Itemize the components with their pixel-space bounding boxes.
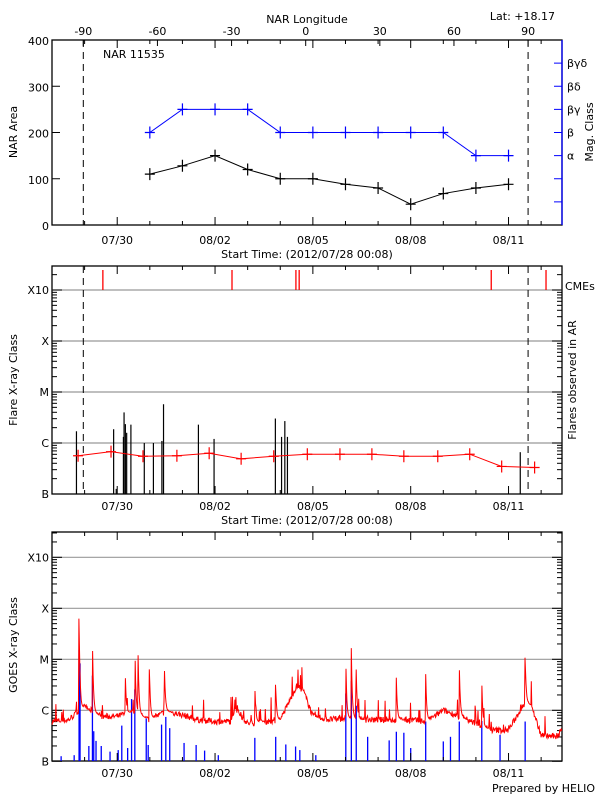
mag-class-point [177, 103, 188, 116]
x-tick-label: 08/08 [395, 500, 427, 513]
background-flux-point [496, 460, 507, 473]
background-flux-point [73, 449, 84, 462]
longitude-tick-label: 60 [447, 25, 461, 38]
y-tick-label: 400 [28, 35, 49, 48]
x-tick-label: 07/30 [101, 500, 133, 513]
background-flux-point [204, 447, 215, 460]
mag-class-point [438, 126, 449, 139]
area-point [275, 172, 286, 185]
background-flux-point [236, 452, 247, 465]
y-tick-label: M [40, 386, 50, 399]
mag-class-tick-label: α [567, 150, 574, 163]
mag-class-point [144, 126, 155, 139]
x-tick-label: 07/30 [101, 767, 133, 780]
background-flux-point [398, 450, 409, 463]
y-tick-label: 0 [42, 220, 49, 233]
x-tick-label: 08/02 [199, 500, 231, 513]
background-flux-point [529, 461, 540, 474]
x-axis-title: Start Time: (2012/07/28 00:08) [221, 514, 393, 527]
mag-class-point [470, 149, 481, 162]
area-point [340, 178, 351, 191]
background-flux-point [334, 448, 345, 461]
area-point [144, 168, 155, 181]
y-tick-label: 300 [28, 81, 49, 94]
area-point [210, 149, 221, 162]
longitude-tick-label: -30 [223, 25, 241, 38]
y-tick-label: X [41, 335, 49, 348]
x-tick-label: 08/11 [493, 767, 525, 780]
right-axis-title: Flares observed in AR [566, 320, 579, 440]
mag-class-tick-label: βδ [567, 80, 581, 93]
x-tick-label: 08/08 [395, 234, 427, 247]
credit-label: Prepared by HELIO [492, 782, 595, 795]
area-point [177, 159, 188, 172]
area-point [470, 182, 481, 194]
x-axis-title: Start Time: (2012/07/28 00:08) [221, 248, 393, 261]
mag-class-tick-label: βγδ [567, 57, 588, 70]
y-axis-title: Flare X-ray Class [7, 334, 20, 426]
x-tick-label: 08/08 [395, 767, 427, 780]
y-tick-label: B [41, 755, 49, 768]
background-flux-point [366, 448, 377, 461]
y-axis-title: NAR Area [7, 106, 20, 158]
area-point [503, 178, 514, 191]
mag-class-point [503, 149, 514, 162]
goes-panel-frame [51, 531, 563, 762]
x-tick-label: 08/02 [199, 234, 231, 247]
mag-class-series-line [149, 108, 509, 157]
longitude-tick-label: 90 [521, 25, 535, 38]
background-flux-point [464, 448, 475, 461]
area-point [242, 163, 253, 176]
region-title: NAR 11535 [103, 48, 165, 61]
y-axis-title: GOES X-ray Class [7, 597, 20, 693]
y-tick-label: X10 [27, 551, 49, 564]
longitude-tick-label: -90 [74, 25, 92, 38]
x-tick-label: 07/30 [101, 234, 133, 247]
area-series-line [149, 155, 509, 205]
area-point [307, 172, 318, 185]
latitude-label: Lat: +18.17 [490, 10, 555, 23]
longitude-tick-label: -60 [148, 25, 166, 38]
y-tick-label: C [41, 704, 49, 717]
background-flux-point [302, 448, 313, 461]
mag-class-point [340, 126, 351, 139]
area-point [405, 198, 416, 211]
y-tick-label: 200 [28, 128, 49, 141]
y-tick-label: X10 [27, 284, 49, 297]
mag-class-tick-label: β [567, 127, 574, 140]
x-tick-label: 08/05 [297, 234, 329, 247]
mag-class-point [242, 103, 253, 116]
x-tick-label: 08/11 [493, 234, 525, 247]
top-axis-title: NAR Longitude [266, 13, 348, 26]
mag-class-axis-title: Mag. Class [583, 102, 596, 161]
background-flux-point [106, 445, 117, 458]
mag-class-point [210, 103, 221, 116]
mag-class-tick-label: βγ [567, 103, 581, 116]
background-flux-point [137, 450, 148, 463]
y-tick-label: C [41, 437, 49, 450]
x-tick-label: 08/05 [297, 500, 329, 513]
y-tick-label: B [41, 488, 49, 501]
y-tick-label: X [41, 602, 49, 615]
area-point [438, 187, 449, 200]
y-tick-label: M [40, 653, 50, 666]
mag-class-point [373, 126, 384, 139]
x-tick-label: 08/02 [199, 767, 231, 780]
mag-class-point [405, 126, 416, 139]
longitude-tick-label: 30 [373, 25, 387, 38]
goes-long-channel-line [51, 618, 563, 740]
background-flux-point [268, 450, 279, 463]
background-flux-point [171, 449, 182, 462]
longitude-tick-label: 0 [302, 25, 309, 38]
area-point [373, 182, 384, 194]
flare-panel-frame [51, 265, 563, 495]
background-flux-point [432, 450, 443, 463]
cme-legend-label: CMEs [565, 280, 595, 293]
x-tick-label: 08/05 [297, 767, 329, 780]
y-tick-label: 100 [28, 174, 49, 187]
mag-class-point [307, 126, 318, 139]
x-tick-label: 08/11 [493, 500, 525, 513]
mag-class-point [275, 126, 286, 139]
